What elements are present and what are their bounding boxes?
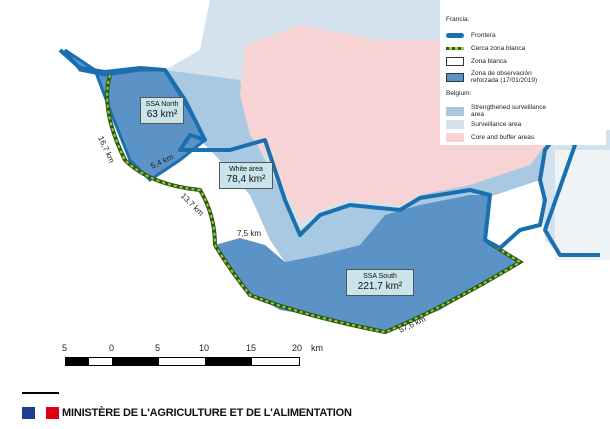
scale-tick: 5 [62, 343, 68, 353]
marianne-logo [22, 407, 59, 419]
zone-name: SSA North [145, 101, 179, 108]
border-line [58, 48, 600, 257]
distance-label: 7,5 km [237, 229, 262, 238]
scale-tick: 5 [155, 343, 161, 353]
fence-line-dash [106, 74, 522, 334]
surveillance-swatch [446, 120, 464, 129]
zone-area: 221,7 km² [357, 281, 403, 292]
legend-heading-france: Francia: [446, 16, 470, 23]
legend-label: Cerca zona blanca [471, 45, 526, 52]
white-area-label: White area 78,4 km² [219, 162, 273, 189]
footer-rule [22, 392, 59, 394]
reinforced-zone-swatch [446, 72, 464, 82]
zone-name: White area [229, 166, 263, 173]
legend-heading-belgium: Belgium: [446, 90, 472, 97]
strengthened-swatch [446, 106, 464, 116]
legend-item-core: Core and buffer areas [446, 133, 534, 142]
strengthened-surveillance-area [165, 70, 545, 262]
fence-swatch [446, 47, 464, 50]
legend-item-reinforced-zone: Zona de observación reforzada (17/01/201… [446, 70, 546, 84]
core-swatch [446, 133, 464, 142]
map-legend: Francia: Frontera Cerca zona blanca Zona… [441, 10, 606, 145]
legend-item-fence: Cerca zona blanca [446, 45, 525, 52]
scale-tick: 0 [109, 343, 115, 353]
zone-name: SSA South [363, 273, 397, 280]
white-zone-swatch [446, 57, 464, 66]
core-buffer-area [240, 25, 545, 222]
border-swatch [446, 33, 464, 38]
ssa-south-zone [215, 195, 520, 332]
legend-item-surveillance: Surveillance area [446, 120, 521, 129]
legend-label: Frontera [471, 32, 496, 39]
ministry-name: MINISTÈRE DE L'AGRICULTURE ET DE L'ALIME… [62, 407, 352, 419]
map-canvas [58, 0, 610, 335]
legend-label: Core and buffer areas [471, 134, 535, 141]
legend-label: Surveillance area [471, 121, 522, 128]
scale-tick: 15 [246, 343, 257, 353]
ssa-north-label: SSA North 63 km² [140, 97, 184, 124]
zone-area: 78,4 km² [226, 174, 266, 185]
legend-item-white-zone: Zona blanca [446, 57, 507, 66]
legend-item-border: Frontera [446, 32, 496, 39]
legend-label: Strengthened surveillance area [471, 104, 547, 118]
legend-label: Zona de observación reforzada (17/01/201… [471, 70, 538, 84]
scale-unit: km [311, 343, 323, 353]
legend-label: Zona blanca [471, 58, 507, 65]
scale-bar [65, 357, 300, 366]
scale-tick: 10 [199, 343, 210, 353]
legend-item-strengthened: Strengthened surveillance area [446, 104, 556, 118]
scale-tick: 20 [292, 343, 303, 353]
hatched-area [555, 150, 610, 260]
ssa-south-label: SSA South 221,7 km² [346, 269, 414, 296]
zone-area: 63 km² [146, 109, 178, 120]
